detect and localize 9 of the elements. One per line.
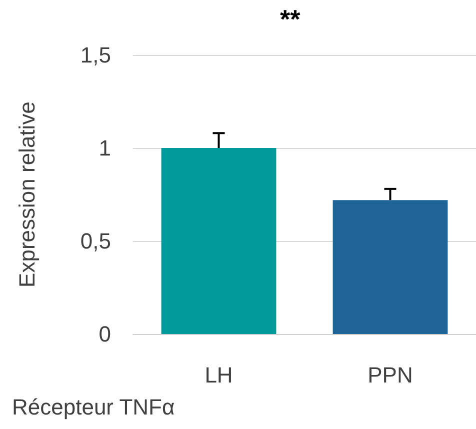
y-tick-label: 1,5 [80,42,111,68]
x-tick-label: LH [204,362,233,388]
y-tick-label: 1 [98,136,111,160]
x-tick-label: PPN [368,362,413,388]
y-tick-label: 0 [98,322,111,346]
x-axis-title: Récepteur TNFα [12,394,175,420]
text: ** [280,4,302,34]
y-tick-label: 0,5 [80,228,111,254]
y-axis-title: Expression relative [14,102,40,288]
